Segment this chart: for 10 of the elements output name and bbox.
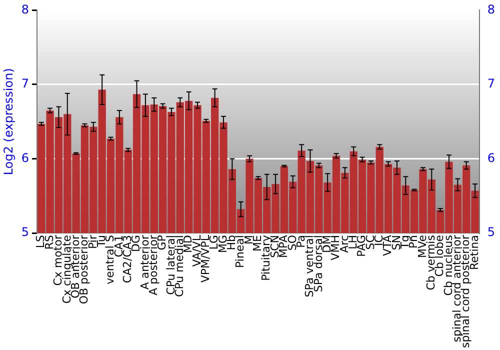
y-axis-title: Log2 (expression) [1,68,16,176]
x-tick-label: OB posterior [78,234,91,304]
y2-tick-label: 7 [487,76,496,91]
y-tick-label: 8 [21,2,30,16]
y-tick-label: 6 [21,150,30,165]
y-tick-label: 7 [21,76,30,91]
y-tick-label: 5 [21,225,30,240]
y2-tick-label: 8 [487,2,496,16]
y2-tick-label: 5 [487,225,496,240]
y2-tick-label: 6 [487,150,496,165]
